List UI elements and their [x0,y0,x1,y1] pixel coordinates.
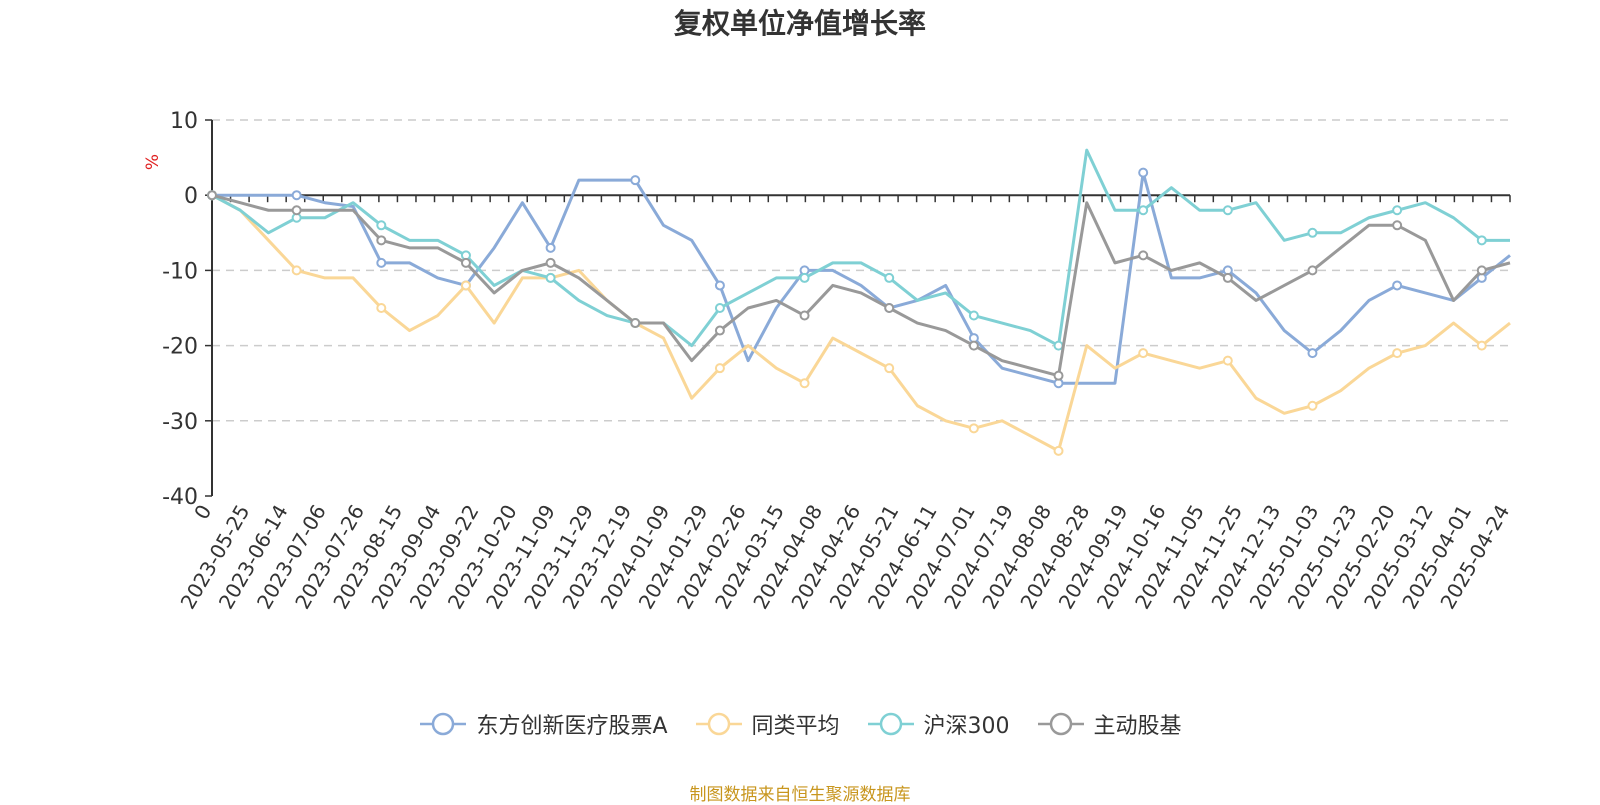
series-lines [207,148,1511,456]
source-note: 制图数据来自恒生聚源数据库 [689,785,911,805]
data-point [545,242,556,253]
data-point [1053,340,1064,351]
data-point [1307,265,1318,276]
data-point [1222,272,1233,283]
data-point [1053,370,1064,381]
data-point [291,190,302,201]
data-point [1222,205,1233,216]
data-point [291,265,302,276]
legend-item[interactable]: 东方创新医疗股票A [418,708,668,740]
data-point [1476,265,1487,276]
data-point [1138,250,1149,261]
data-point [968,423,979,434]
data-point [291,205,302,216]
series-0 [207,167,1511,389]
data-point [968,310,979,321]
series-3 [207,190,1511,381]
data-point [714,325,725,336]
x-tick-label: 0 [189,501,216,524]
y-axis-unit-label: % [143,154,163,170]
data-point [376,220,387,231]
y-tick-label: -30 [162,410,198,435]
legend-symbol [695,712,742,736]
data-point [376,303,387,313]
data-point [1392,280,1403,291]
legend-label: 同类平均 [751,714,840,739]
legend-label: 沪深300 [923,714,1010,739]
chart-title: 复权单位净值增长率 [673,7,926,40]
legend-item[interactable]: 同类平均 [694,708,840,740]
data-point [1392,205,1403,216]
data-point [884,272,895,283]
data-point [799,310,810,321]
data-point [376,257,387,268]
legend-symbol [1037,712,1084,736]
axes [205,119,1511,497]
data-point [714,280,725,291]
tick-labels: 100-10-20-30-4002023-05-252023-06-142023… [162,109,1514,613]
data-point [1138,167,1149,178]
data-point [630,175,641,186]
data-point [460,257,471,268]
data-point [1476,340,1487,351]
data-point [799,378,810,389]
data-point [376,235,387,246]
data-point [884,363,895,374]
legend: 东方创新医疗股票A 同类平均 沪深300 主动股基 [0,708,1600,740]
series-line [211,193,1511,378]
data-point [1138,205,1149,216]
y-tick-label: -10 [162,259,198,284]
data-point [460,280,471,291]
data-point [1307,400,1318,411]
data-point [1222,355,1233,366]
legend-label: 东方创新医疗股票A [476,714,668,739]
data-point [1392,220,1403,231]
grid-lines [212,119,1510,422]
y-tick-label: 0 [184,184,198,209]
data-point [545,257,556,268]
legend-label: 主动股基 [1093,714,1182,739]
data-point [630,318,641,329]
series-line [212,171,1511,385]
legend-symbol [867,712,914,736]
data-point [1053,445,1064,456]
data-point [545,272,556,283]
data-point [714,363,725,374]
series-line [211,148,1510,348]
data-point [799,272,810,283]
data-point [1476,235,1487,246]
legend-symbol [420,712,467,736]
data-point [714,303,725,313]
y-tick-label: -40 [162,485,198,510]
data-point [1307,348,1318,359]
legend-item[interactable]: 沪深300 [866,708,1010,740]
series-line [211,193,1511,453]
data-point [1307,227,1318,238]
y-tick-label: -20 [162,335,198,360]
data-point [1138,348,1149,359]
data-point [884,303,895,313]
series-2 [207,148,1510,351]
y-tick-label: 10 [170,109,198,134]
data-point [968,340,979,351]
legend-item[interactable]: 主动股基 [1036,708,1182,740]
data-point [1392,348,1403,359]
data-point [207,190,217,201]
